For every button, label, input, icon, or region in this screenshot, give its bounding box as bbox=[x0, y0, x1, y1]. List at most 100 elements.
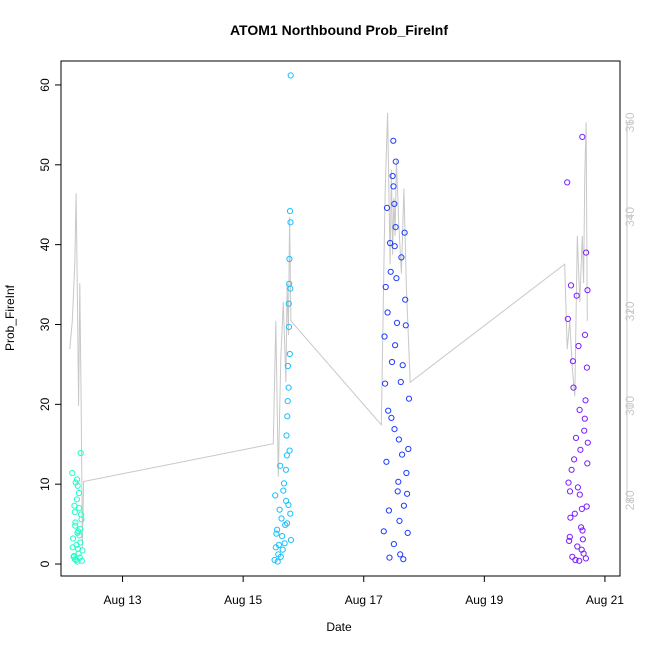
data-point bbox=[77, 449, 84, 457]
data-point bbox=[72, 479, 79, 486]
data-point bbox=[75, 489, 83, 497]
data-point bbox=[583, 503, 590, 510]
data-point bbox=[576, 557, 583, 564]
data-point bbox=[570, 384, 577, 391]
data-point bbox=[276, 506, 283, 513]
y-tick-label: 50 bbox=[38, 158, 52, 172]
data-point bbox=[275, 541, 282, 549]
data-point bbox=[284, 362, 291, 370]
x-tick-label: Aug 21 bbox=[586, 593, 624, 607]
data-point bbox=[572, 556, 579, 564]
secondary-series-line bbox=[69, 112, 588, 548]
data-point bbox=[404, 529, 411, 537]
data-point bbox=[566, 537, 573, 545]
plot-frame bbox=[60, 60, 621, 577]
data-point bbox=[77, 539, 84, 546]
data-point bbox=[400, 556, 407, 563]
points-group bbox=[69, 72, 591, 565]
data-point bbox=[282, 466, 289, 473]
secondary-y-tick-label: 340 bbox=[623, 207, 637, 227]
data-point bbox=[578, 524, 585, 531]
data-point bbox=[285, 384, 292, 391]
y-tick-label: 60 bbox=[38, 78, 52, 92]
data-point bbox=[397, 378, 404, 386]
data-point bbox=[393, 319, 401, 326]
data-point bbox=[573, 292, 580, 299]
data-point bbox=[575, 342, 582, 350]
data-point bbox=[394, 488, 401, 495]
data-point bbox=[390, 183, 397, 190]
data-point bbox=[273, 530, 280, 537]
data-point bbox=[279, 533, 286, 540]
data-point bbox=[584, 439, 591, 446]
data-point bbox=[400, 502, 407, 509]
x-tick-label: Aug 13 bbox=[104, 593, 142, 607]
data-point bbox=[73, 496, 81, 503]
data-point bbox=[392, 158, 399, 165]
data-point bbox=[70, 535, 77, 542]
data-point bbox=[402, 322, 409, 329]
data-point bbox=[579, 527, 586, 534]
data-point bbox=[71, 508, 78, 516]
data-point bbox=[402, 296, 409, 303]
data-point bbox=[405, 445, 412, 453]
data-point bbox=[565, 479, 572, 486]
data-point bbox=[577, 446, 584, 453]
data-point bbox=[384, 309, 391, 316]
data-point bbox=[564, 315, 572, 322]
data-point bbox=[76, 505, 83, 512]
data-point bbox=[391, 243, 398, 250]
data-point bbox=[399, 451, 406, 458]
data-point bbox=[385, 507, 392, 514]
x-axis-label: Date bbox=[326, 620, 352, 634]
data-point bbox=[584, 460, 591, 467]
data-point bbox=[287, 72, 294, 79]
data-point bbox=[383, 204, 391, 211]
data-point bbox=[380, 528, 387, 535]
data-point bbox=[286, 255, 293, 263]
data-point bbox=[569, 553, 576, 560]
data-point bbox=[71, 502, 78, 509]
data-point bbox=[398, 254, 405, 261]
data-point bbox=[381, 333, 388, 340]
data-point bbox=[69, 469, 76, 477]
data-point bbox=[401, 229, 408, 236]
data-point bbox=[280, 487, 287, 494]
data-point bbox=[568, 466, 575, 473]
data-point bbox=[390, 541, 397, 548]
data-point bbox=[286, 350, 293, 358]
data-point bbox=[74, 482, 81, 489]
data-point bbox=[388, 414, 395, 421]
data-point bbox=[405, 395, 413, 402]
data-point bbox=[399, 362, 406, 369]
secondary-y-axis: 280 300 320 340 360 bbox=[623, 112, 637, 510]
data-point bbox=[71, 556, 79, 563]
data-point bbox=[571, 510, 578, 517]
data-point bbox=[283, 432, 290, 439]
y-tick-label: 0 bbox=[38, 560, 52, 567]
data-point bbox=[583, 364, 591, 371]
data-point bbox=[284, 398, 291, 405]
data-point bbox=[567, 282, 575, 289]
data-point bbox=[566, 488, 574, 495]
secondary-y-tick-label: 320 bbox=[623, 301, 637, 321]
data-point bbox=[285, 300, 292, 307]
data-point bbox=[287, 219, 294, 226]
data-point bbox=[272, 492, 279, 499]
data-point bbox=[286, 447, 293, 454]
data-point bbox=[579, 133, 586, 140]
data-point bbox=[583, 249, 590, 256]
data-point bbox=[569, 358, 577, 365]
data-point bbox=[283, 452, 290, 459]
data-point bbox=[571, 456, 578, 463]
secondary-y-tick-label: 280 bbox=[623, 490, 637, 510]
data-point bbox=[279, 546, 286, 553]
secondary-y-tick-label: 360 bbox=[623, 112, 637, 132]
data-point bbox=[581, 331, 589, 338]
data-point bbox=[287, 510, 294, 517]
data-point bbox=[277, 462, 284, 469]
data-point bbox=[285, 323, 293, 330]
data-point bbox=[574, 484, 582, 491]
